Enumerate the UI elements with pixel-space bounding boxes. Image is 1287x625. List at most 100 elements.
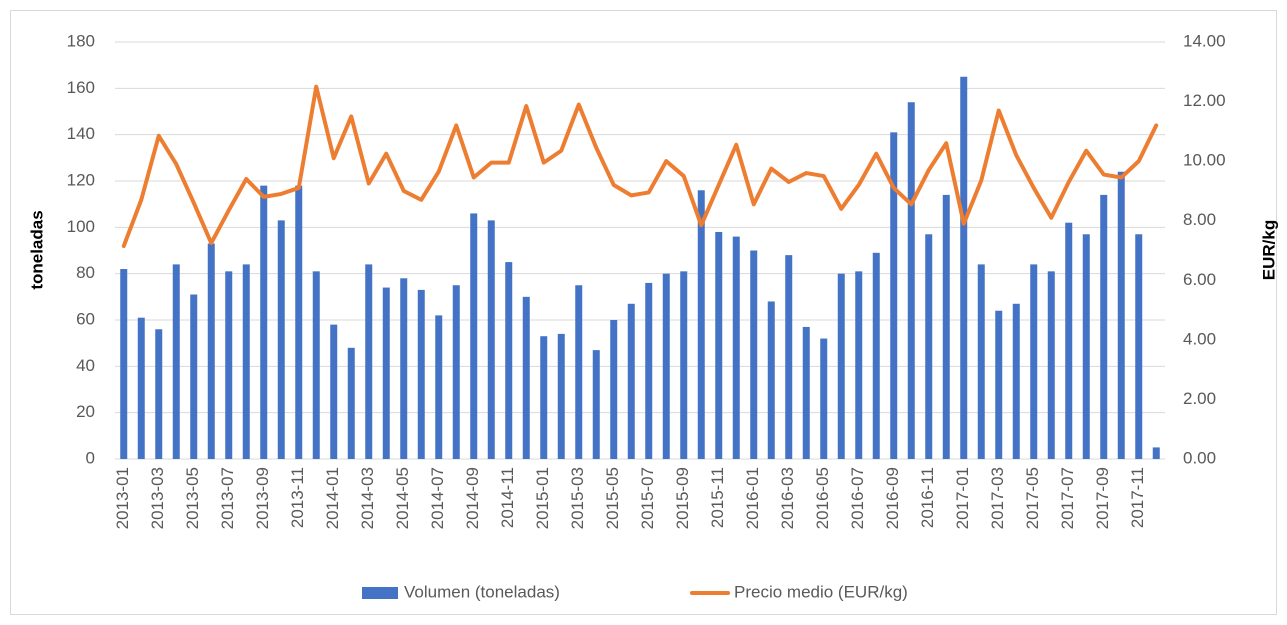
x-tick-label: 2015-03 [568, 467, 587, 529]
bar [890, 132, 898, 459]
y-tick-label: 0 [86, 448, 95, 467]
bar [1100, 194, 1108, 459]
y2-tick-label: 10.00 [1183, 151, 1226, 170]
bar [1152, 447, 1160, 459]
x-tick-label: 2016-03 [778, 467, 797, 529]
y2-tick-label: 12.00 [1183, 91, 1226, 110]
x-tick-label: 2013-07 [218, 467, 237, 529]
bar [680, 271, 688, 459]
bar [522, 296, 530, 459]
bar [785, 255, 793, 459]
x-tick-label: 2017-05 [1023, 467, 1042, 529]
x-tick-label: 2014-01 [323, 467, 342, 529]
x-tick-label: 2015-05 [603, 467, 622, 529]
y2-tick-label: 2.00 [1183, 389, 1216, 408]
bar [137, 317, 145, 459]
bar [260, 185, 268, 459]
y-tick-label: 60 [76, 309, 95, 328]
bar [925, 234, 933, 459]
bar [1065, 222, 1073, 459]
x-tick-label: 2014-05 [393, 467, 412, 529]
legend-label: Volumen (toneladas) [404, 582, 560, 601]
bar [820, 338, 828, 459]
x-tick-label: 2017-11 [1128, 467, 1147, 528]
y2-axis-title: EUR/kg [1259, 220, 1278, 280]
x-tick-label: 2017-07 [1058, 467, 1077, 529]
x-tick-label: 2016-01 [743, 467, 762, 529]
y-axis-title: toneladas [27, 210, 46, 289]
x-tick-label: 2017-09 [1093, 467, 1112, 529]
y2-tick-label: 6.00 [1183, 270, 1216, 289]
bar [645, 282, 653, 459]
bar [242, 264, 250, 459]
y-tick-label: 40 [76, 356, 95, 375]
y-tick-label: 180 [67, 31, 95, 50]
bar [452, 285, 460, 459]
y-tick-label: 100 [67, 217, 95, 236]
legend-swatch [362, 587, 398, 599]
bar [907, 102, 915, 459]
x-tick-label: 2013-09 [253, 467, 272, 529]
x-tick-label: 2015-09 [673, 467, 692, 529]
y2-tick-label: 8.00 [1183, 210, 1216, 229]
y-tick-label: 140 [67, 124, 95, 143]
bar [155, 329, 163, 459]
bar [942, 194, 950, 459]
x-tick-label: 2016-07 [848, 467, 867, 529]
bar [697, 190, 705, 459]
bar [1117, 171, 1125, 459]
bar [837, 273, 845, 459]
bar [977, 264, 985, 459]
bar [505, 262, 513, 459]
x-tick-label: 2014-09 [463, 467, 482, 529]
bar [855, 271, 863, 459]
x-tick-label: 2016-09 [883, 467, 902, 529]
x-tick-label: 2013-01 [113, 467, 132, 529]
bar [120, 269, 128, 459]
y2-tick-label: 14.00 [1183, 31, 1226, 50]
bar [750, 250, 758, 459]
bar [347, 347, 355, 459]
bar [1030, 264, 1038, 459]
bar [715, 231, 723, 459]
bar [487, 220, 495, 459]
y-tick-label: 120 [67, 170, 95, 189]
bar [662, 273, 670, 459]
bar [330, 324, 338, 459]
bar [417, 289, 425, 459]
bar [172, 264, 180, 459]
x-tick-label: 2015-11 [708, 467, 727, 528]
bar [225, 271, 233, 459]
y-tick-label: 160 [67, 78, 95, 97]
bar [400, 278, 408, 459]
bar [575, 285, 583, 459]
bar [802, 326, 810, 459]
x-tick-label: 2016-11 [918, 467, 937, 528]
bar [995, 310, 1003, 459]
y2-tick-label: 0.00 [1183, 448, 1216, 467]
bar [295, 185, 303, 459]
bar [470, 213, 478, 459]
bar [1047, 271, 1055, 459]
x-tick-label: 2014-11 [498, 467, 517, 528]
bar [1012, 303, 1020, 459]
bar [277, 220, 285, 459]
bar [557, 333, 565, 459]
bar [592, 350, 600, 459]
x-tick-label: 2014-03 [358, 467, 377, 529]
x-tick-label: 2017-03 [988, 467, 1007, 529]
bar [207, 243, 215, 459]
bar [435, 315, 443, 459]
x-tick-label: 2015-07 [638, 467, 657, 529]
y-tick-label: 80 [76, 263, 95, 282]
x-tick-label: 2013-03 [148, 467, 167, 529]
x-tick-label: 2015-01 [533, 467, 552, 529]
x-tick-label: 2014-07 [428, 467, 447, 529]
bar [960, 76, 968, 459]
x-tick-label: 2013-05 [183, 467, 202, 529]
bar [872, 252, 880, 459]
x-tick-label: 2016-05 [813, 467, 832, 529]
bar [732, 236, 740, 459]
bar [610, 320, 618, 459]
